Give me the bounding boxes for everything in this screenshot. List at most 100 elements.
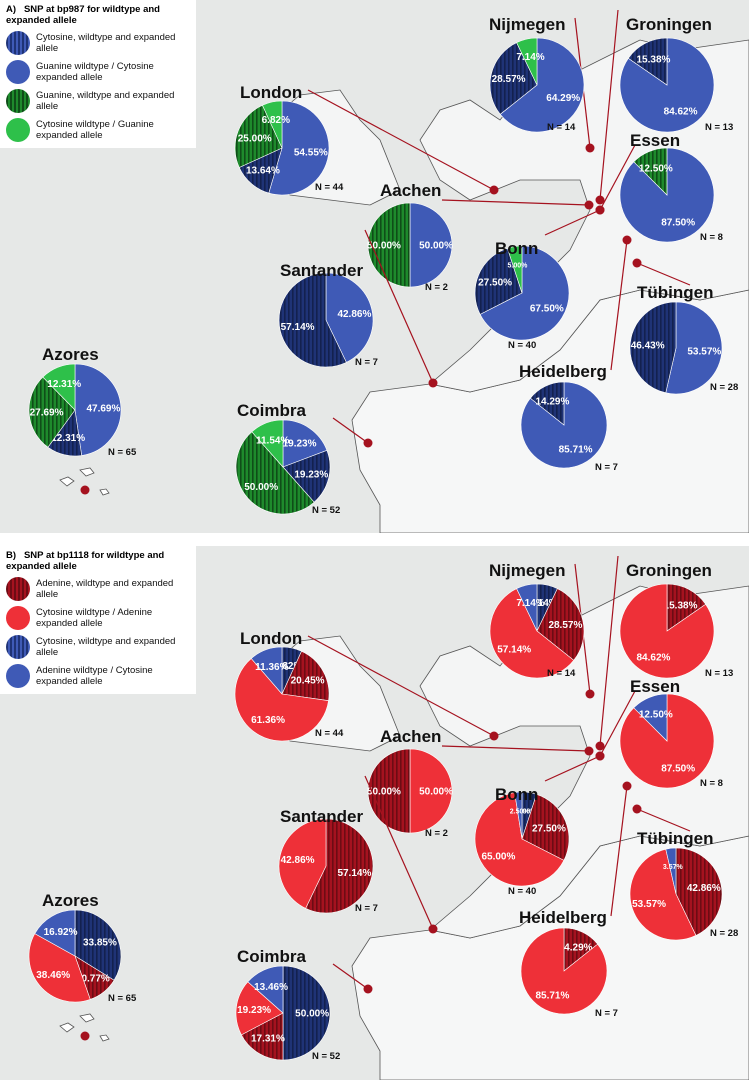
slice-label: 25.00% [238,133,272,144]
slice-label: 42.86% [687,883,721,894]
sample-size-label: N = 13 [705,668,733,679]
sample-size-label: N = 2 [425,282,448,293]
city-pie-nijmegen: 64.29% 28.57% 7.14% Nijmegen N = 14 [489,15,595,153]
slice-label: 54.55% [294,148,328,159]
legend-swatch [6,60,30,84]
sample-size-label: N = 14 [547,668,576,679]
slice-label: 14.29% [559,942,593,953]
sample-size-label: N = 40 [508,340,536,351]
slice-label: 6.82% [274,661,302,672]
sample-size-label: N = 2 [425,828,448,839]
pie-slice [250,646,283,695]
leader-line [364,229,434,384]
legend-swatch [6,577,30,601]
pie-slice [74,363,122,456]
slice-label: 5.00% [517,809,538,816]
legend-label: Cytosine, wildtype and expanded allele [36,32,176,54]
map-panel-b: B) SNP at bp1118 for wildtype and expand… [0,546,749,1080]
pie-map-a: 64.29% 28.57% 7.14% Nijmegen N = 14 84.62% 15.… [28,9,738,516]
city-label: Bonn [495,785,538,804]
slice-label: 12.50% [639,164,673,175]
city-label: Groningen [626,561,712,580]
leader-line [544,209,601,236]
pie-slice [278,818,327,909]
legend-label: Cytosine wildtype / Adenine expanded all… [36,607,153,629]
legend-item: Adenine wildtype / Cytosine expanded all… [6,664,192,688]
location-dot [363,438,373,448]
pie-slice [235,431,315,515]
slice-label: 50.00% [367,787,401,798]
location-dot [585,689,595,699]
slice-label: 67.50% [530,304,564,315]
leader-line [610,785,628,917]
location-dot [622,235,632,245]
legend-swatch [6,635,30,659]
slice-label: 64.29% [546,93,580,104]
leader-line [636,262,691,286]
city-pie-aachen: 50.00% 50.00% Aachen N = 2 [367,181,594,293]
slice-label: 15.38% [664,601,698,612]
location-dot [595,751,605,761]
pie-slice [240,1012,284,1061]
leader-line [610,239,628,371]
location-dot [622,781,632,791]
leader-line [544,755,601,782]
city-label: Tübingen [637,283,713,302]
pie-slice [514,791,523,840]
panel-label: B) [6,550,17,561]
slice-label: 19.23% [294,469,328,480]
leader-line [364,775,434,930]
pie-slice [278,272,347,368]
pie-slice [665,301,723,395]
location-dot [428,378,438,388]
city-pie-tübingen: 42.86% 53.57% 3.57% Tübingen N = 28 [629,804,738,941]
pie-slice [325,272,374,363]
slice-label: 17.31% [251,1033,285,1044]
city-pie-heidelberg: 14.29% 85.71% Heidelberg N = 7 [519,781,632,1019]
slice-label: 19.23% [237,1005,271,1016]
legend-b: B) SNP at bp1118 for wildtype and expand… [0,546,196,694]
slice-label: 53.57% [632,899,666,910]
slice-label: 12.31% [51,433,85,444]
legend-a: A) SNP at bp987 for wildtype and expande… [0,0,196,148]
slice-label: 7.14% [516,598,544,609]
slice-label: 53.57% [687,347,721,358]
legend-item: Cytosine, wildtype and expanded allele [6,635,192,659]
pie-slice [235,981,284,1036]
pie-slice [474,247,523,315]
sample-size-label: N = 7 [355,357,378,368]
leader-line [441,745,590,752]
pie-slice [28,933,91,1003]
city-label: Aachen [380,727,441,746]
slice-label: 50.00% [244,482,278,493]
city-label: Azores [42,891,99,910]
location-dot [584,200,594,210]
pie-slice [28,376,76,448]
slice-label: 87.50% [661,763,695,774]
slice-label: 61.36% [251,715,285,726]
location-dot [584,746,594,756]
map-panel-a: A) SNP at bp987 for wildtype and expande… [0,0,749,533]
slice-label: 14.29% [535,396,569,407]
sample-size-label: N = 28 [710,928,738,939]
slice-label: 15.38% [637,55,671,66]
pie-slice [409,748,453,834]
legend-item: Cytosine wildtype / Guanine expanded all… [6,118,192,142]
sample-size-label: N = 7 [595,462,618,473]
city-pie-groningen: 84.62% 15.38% Groningen N = 13 [595,9,733,205]
location-dot [428,924,438,934]
slice-label: 50.00% [295,1009,329,1020]
sample-size-label: N = 65 [108,993,137,1004]
slice-label: 12.31% [47,379,81,390]
pie-slice [34,909,76,957]
legend-label: Adenine, wildtype and expanded allele [36,578,174,600]
city-pie-nijmegen: 7.14% 28.57% 57.14% 7.14% Nijmegen N = 14 [489,561,595,699]
leader-line [332,963,369,990]
sample-size-label: N = 44 [315,182,344,193]
city-pie-bonn: 5.00% 27.50% 65.00% 2.50% Bonn N = 40 [474,751,605,897]
leader-line [599,555,619,747]
sample-size-label: N = 14 [547,122,576,133]
location-dot [80,1031,90,1041]
slice-label: 27.69% [30,408,64,419]
legend-title-text: SNP at bp987 for wildtype and expanded a… [6,4,160,26]
